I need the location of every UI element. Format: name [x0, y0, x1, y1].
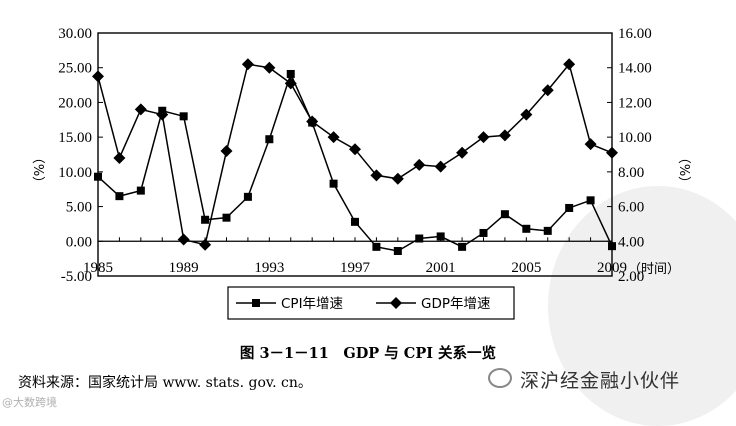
watermark-right: 深沪经金融小伙伴 [520, 370, 681, 392]
cpi-point [94, 172, 102, 181]
cpi-point [372, 242, 381, 251]
gdp-point [241, 58, 254, 71]
cpi-point [179, 112, 188, 121]
x-tick-label: 1989 [169, 260, 199, 276]
legend-box [227, 286, 515, 320]
chart: 30.00 25.00 20.00 15.00 10.00 5.00 0.00 -5.00 16… [30, 26, 691, 320]
left-axis-label: （%） [30, 151, 45, 189]
cpi-point [222, 213, 231, 222]
right-tick-label: 8.00 [618, 165, 644, 181]
cpi-point [522, 224, 531, 233]
left-tick-label: 30.00 [58, 26, 92, 42]
x-tick-label: 2009 [597, 260, 627, 276]
gdp-point [563, 58, 576, 71]
figure-caption: 图 3－1－11 GDP 与 CPI 关系一览 [239, 345, 497, 362]
cpi-point [286, 69, 295, 78]
gdp-point [498, 129, 511, 142]
gdp-point [349, 143, 361, 156]
watermark-left: @大数跨境 [2, 396, 57, 409]
source-note: 资料来源：国家统计局 www. stats. gov. cn。 [18, 375, 312, 391]
right-tick-label: 12.00 [618, 95, 652, 111]
cpi-point [351, 217, 359, 226]
cpi-point [243, 192, 252, 201]
left-tick-label: -5.00 [61, 269, 92, 285]
legend: CPI年增速 GDP年增速 [227, 286, 515, 320]
gdp-point [606, 146, 618, 159]
cpi-point [329, 179, 338, 188]
gdp-point [541, 84, 554, 97]
gdp-point [584, 138, 597, 151]
gdp-point [327, 131, 340, 144]
legend-cpi-label: CPI年增速 [281, 296, 343, 312]
x-tick-label: 2001 [426, 260, 456, 276]
cpi-point [115, 192, 124, 201]
gdp-point [413, 158, 426, 171]
x-tick-label: 1997 [340, 260, 371, 276]
legend-gdp-marker [390, 297, 402, 309]
gdp-point [456, 146, 469, 159]
right-tick-label: 10.00 [618, 130, 652, 146]
left-tick-label: 0.00 [66, 234, 92, 250]
gdp-point [156, 108, 169, 121]
x-axis-label: （时间） [628, 262, 680, 277]
cpi-point [265, 135, 274, 144]
gdp-point [391, 172, 404, 185]
gdp-point [177, 233, 190, 246]
left-tick-label: 5.00 [66, 200, 92, 216]
x-tick-label: 1985 [83, 260, 113, 276]
x-tick-label: 2005 [511, 260, 541, 276]
right-tick-label: 6.00 [618, 200, 644, 216]
cpi-point [479, 228, 488, 237]
gdp-point [520, 108, 533, 121]
wechat-icon [488, 368, 512, 388]
cpi-point [500, 210, 509, 219]
gdp-point [306, 115, 319, 128]
legend-cpi-marker [252, 299, 260, 307]
cpi-point [565, 203, 574, 212]
axis-ticks: 30.00 25.00 20.00 15.00 10.00 5.00 0.00 -5.00 16… [58, 26, 652, 285]
cpi-point [608, 242, 616, 251]
gdp-point [477, 131, 490, 144]
cpi-point [543, 226, 552, 235]
gdp-point [370, 169, 383, 182]
gdp-point [199, 238, 212, 251]
gdp-point [263, 61, 276, 74]
right-tick-label: 14.00 [618, 61, 652, 77]
legend-gdp-label: GDP年增速 [421, 296, 491, 312]
cpi-point [458, 242, 467, 251]
left-tick-label: 20.00 [58, 95, 92, 111]
left-tick-label: 10.00 [58, 165, 92, 181]
background-seal-mark [548, 186, 736, 426]
gdp-point [284, 77, 297, 90]
cpi-point [436, 232, 445, 241]
right-axis-label: （%） [676, 151, 691, 189]
right-tick-label: 2.00 [618, 269, 644, 285]
left-tick-label: 15.00 [58, 130, 92, 146]
gdp-point [113, 151, 126, 164]
gdp-point [434, 160, 447, 173]
gdp-point [92, 70, 104, 83]
cpi-point [201, 215, 210, 224]
gdp-point [220, 145, 233, 158]
cpi-point [415, 234, 424, 243]
cpi-point [586, 196, 595, 205]
left-tick-label: 25.00 [58, 61, 92, 77]
cpi-point [136, 186, 145, 195]
right-tick-label: 16.00 [618, 26, 652, 42]
gdp-point [134, 103, 147, 116]
cpi-point [393, 247, 402, 256]
right-tick-label: 4.00 [618, 234, 644, 250]
x-tick-label: 1993 [254, 260, 284, 276]
series-layer [92, 58, 618, 256]
